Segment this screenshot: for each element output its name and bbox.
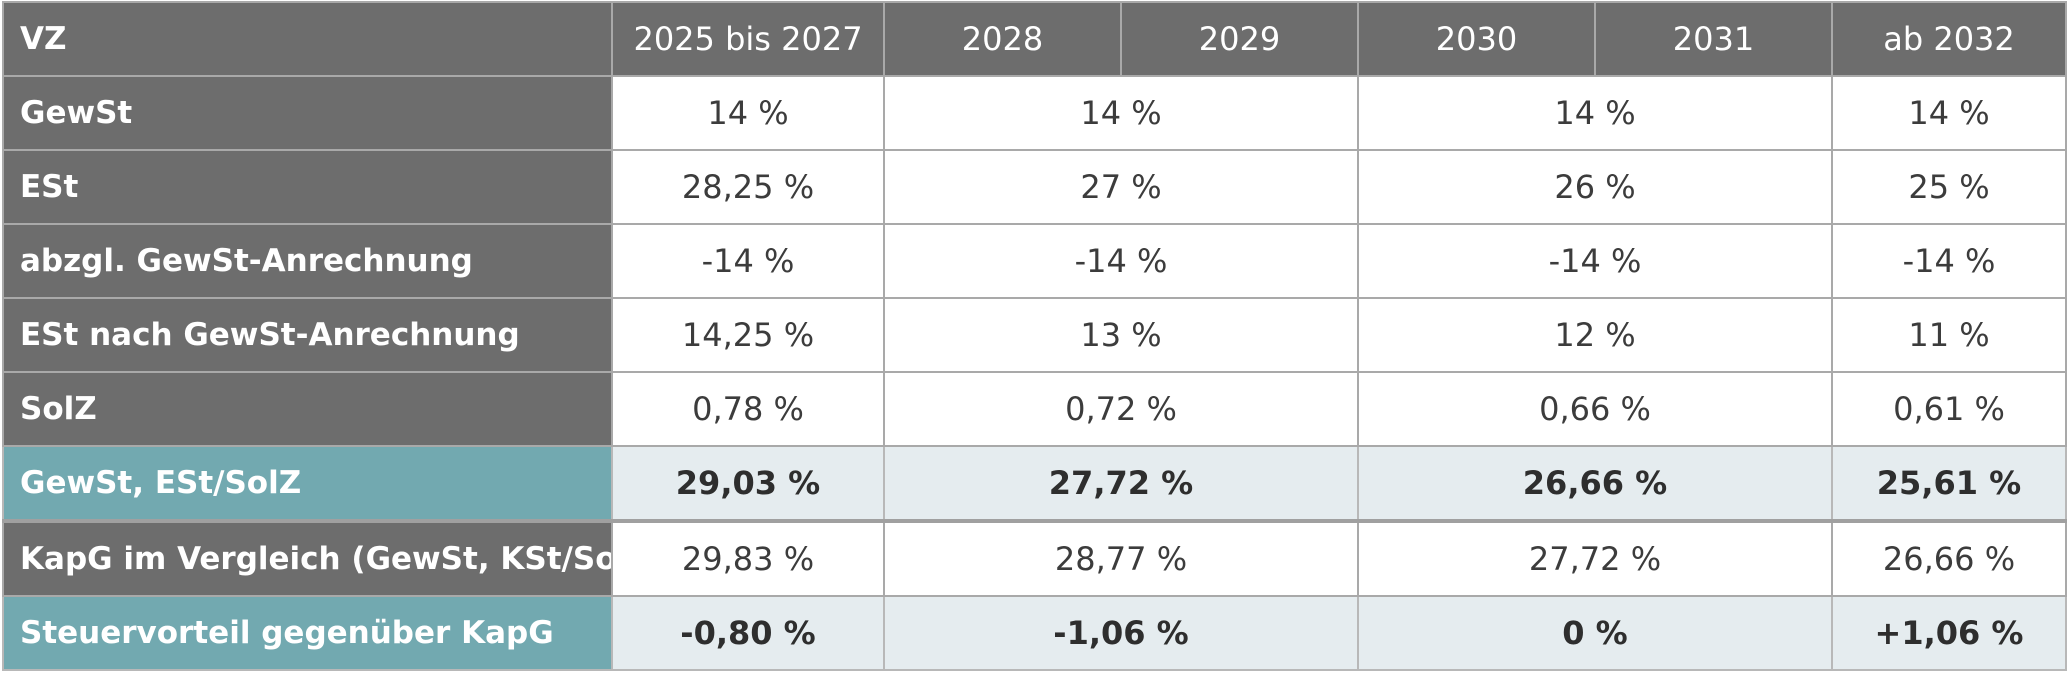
table-row-solz: SolZ 0,78 % 0,72 % 0,66 % 0,61 % — [2, 371, 2067, 447]
header-year-ab-2032: ab 2032 — [1831, 1, 2067, 77]
cell-value: 28,25 % — [611, 149, 885, 225]
cell-value: 0,66 % — [1357, 371, 1833, 447]
cell-value: 12 % — [1357, 297, 1833, 373]
table-row-gewst: GewSt 14 % 14 % 14 % 14 % — [2, 75, 2067, 151]
cell-value: 29,03 % — [611, 445, 885, 523]
cell-value: 14,25 % — [611, 297, 885, 373]
cell-value: 27,72 % — [883, 445, 1359, 523]
header-year-2030: 2030 — [1357, 1, 1596, 77]
cell-value: 0,78 % — [611, 371, 885, 447]
cell-value: 14 % — [1831, 75, 2067, 151]
cell-value: 25 % — [1831, 149, 2067, 225]
header-year-2028: 2028 — [883, 1, 1122, 77]
cell-value: -0,80 % — [611, 595, 885, 671]
header-label-vz: VZ — [2, 1, 613, 77]
row-label: GewSt — [2, 75, 613, 151]
table-row-kapg-vergleich: KapG im Vergleich (GewSt, KSt/SolZ) 29,8… — [2, 520, 2067, 597]
cell-value: 28,77 % — [883, 520, 1359, 597]
cell-value: 14 % — [883, 75, 1359, 151]
table-row-anrechnung: abzgl. GewSt-Anrechnung -14 % -14 % -14 … — [2, 223, 2067, 299]
table-row-est-nach-anrechnung: ESt nach GewSt-Anrechnung 14,25 % 13 % 1… — [2, 297, 2067, 373]
row-label: ESt — [2, 149, 613, 225]
cell-value: 27 % — [883, 149, 1359, 225]
header-year-2025-2027: 2025 bis 2027 — [611, 1, 885, 77]
cell-value: 13 % — [883, 297, 1359, 373]
cell-value: 0,61 % — [1831, 371, 2067, 447]
row-label: abzgl. GewSt-Anrechnung — [2, 223, 613, 299]
row-label: KapG im Vergleich (GewSt, KSt/SolZ) — [2, 520, 613, 597]
cell-value: 27,72 % — [1357, 520, 1833, 597]
cell-value: -14 % — [611, 223, 885, 299]
row-label: ESt nach GewSt-Anrechnung — [2, 297, 613, 373]
cell-value: 26,66 % — [1357, 445, 1833, 523]
cell-value: -1,06 % — [883, 595, 1359, 671]
row-label: GewSt, ESt/SolZ — [2, 445, 613, 523]
table-row-est: ESt 28,25 % 27 % 26 % 25 % — [2, 149, 2067, 225]
cell-value: 0 % — [1357, 595, 1833, 671]
cell-value: -14 % — [1831, 223, 2067, 299]
cell-value: 26,66 % — [1831, 520, 2067, 597]
cell-value: 14 % — [1357, 75, 1833, 151]
cell-value: 25,61 % — [1831, 445, 2067, 523]
cell-value: 11 % — [1831, 297, 2067, 373]
cell-value: 29,83 % — [611, 520, 885, 597]
header-year-2029: 2029 — [1120, 1, 1359, 77]
table-row-steuervorteil: Steuervorteil gegenüber KapG -0,80 % -1,… — [2, 595, 2067, 671]
cell-value: +1,06 % — [1831, 595, 2067, 671]
cell-value: 0,72 % — [883, 371, 1359, 447]
header-year-2031: 2031 — [1594, 1, 1833, 77]
cell-value: 26 % — [1357, 149, 1833, 225]
cell-value: 14 % — [611, 75, 885, 151]
table-row-gesamt: GewSt, ESt/SolZ 29,03 % 27,72 % 26,66 % … — [2, 445, 2067, 523]
header-row: VZ 2025 bis 2027 2028 2029 2030 2031 ab … — [2, 1, 2067, 77]
row-label: SolZ — [2, 371, 613, 447]
row-label: Steuervorteil gegenüber KapG — [2, 595, 613, 671]
cell-value: -14 % — [883, 223, 1359, 299]
cell-value: -14 % — [1357, 223, 1833, 299]
